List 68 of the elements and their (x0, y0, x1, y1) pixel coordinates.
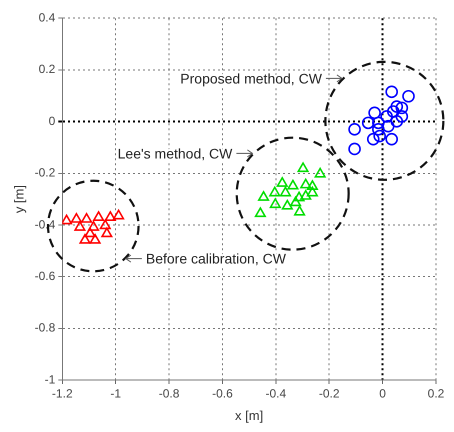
y-tick-label: -0.8 (34, 320, 56, 335)
y-tick-label: -1 (44, 372, 56, 386)
y-tick-label: 0.4 (38, 10, 56, 25)
point (90, 234, 101, 244)
x-tick-label: -0.6 (212, 386, 234, 401)
annotation: Before calibration, CW (146, 250, 287, 267)
point (380, 110, 393, 123)
point (101, 227, 112, 238)
point (373, 130, 386, 142)
point (368, 106, 381, 120)
point (386, 105, 400, 118)
x-tick-label: -1 (110, 386, 122, 401)
point (258, 190, 270, 201)
y-tick-label: -0.4 (34, 217, 56, 232)
point (396, 102, 408, 114)
point (93, 211, 104, 221)
point (70, 212, 82, 223)
point (84, 227, 96, 238)
point (100, 219, 111, 230)
point (366, 132, 380, 146)
point (300, 190, 312, 200)
point (372, 116, 385, 130)
point (62, 214, 72, 224)
annotation: Lee's method, CW (118, 145, 234, 162)
point (287, 180, 298, 190)
point (306, 186, 318, 196)
point (372, 123, 385, 136)
x-tick-label: -0.4 (265, 386, 286, 401)
y-tick-label: 0.2 (38, 62, 56, 76)
point (254, 207, 266, 218)
point (290, 196, 302, 206)
point (348, 123, 361, 136)
point (81, 212, 92, 223)
point (390, 100, 404, 113)
point (385, 132, 398, 146)
point (314, 168, 326, 178)
point (300, 178, 312, 188)
x-tick-label: -0.8 (158, 386, 180, 401)
point (293, 192, 305, 202)
point (269, 186, 280, 196)
y-tick-label: -0.6 (34, 268, 56, 283)
point (104, 211, 116, 221)
point (79, 234, 91, 244)
x-tick-label: -1.2 (52, 386, 73, 401)
point (113, 210, 124, 220)
y-axis-title: y [m] (11, 185, 26, 214)
point (298, 162, 309, 172)
point (306, 180, 318, 190)
point (402, 90, 415, 103)
x-axis-title: x [m] (235, 408, 264, 423)
point (276, 177, 288, 187)
y-tick-label: 0 (48, 114, 56, 128)
point (348, 142, 361, 156)
point (282, 200, 293, 210)
point (390, 115, 404, 128)
x-tick-label: 0 (379, 386, 386, 401)
point (385, 86, 398, 98)
point (396, 110, 408, 123)
point (382, 120, 395, 133)
point (74, 220, 86, 231)
annotation: Proposed method, CW (180, 70, 323, 86)
point (362, 116, 374, 130)
point (270, 198, 281, 208)
x-tick-label: -0.2 (318, 386, 340, 401)
point (280, 186, 292, 196)
x-tick-label: 0.2 (428, 386, 445, 401)
point (294, 206, 306, 216)
y-tick-label: -0.2 (34, 166, 56, 180)
